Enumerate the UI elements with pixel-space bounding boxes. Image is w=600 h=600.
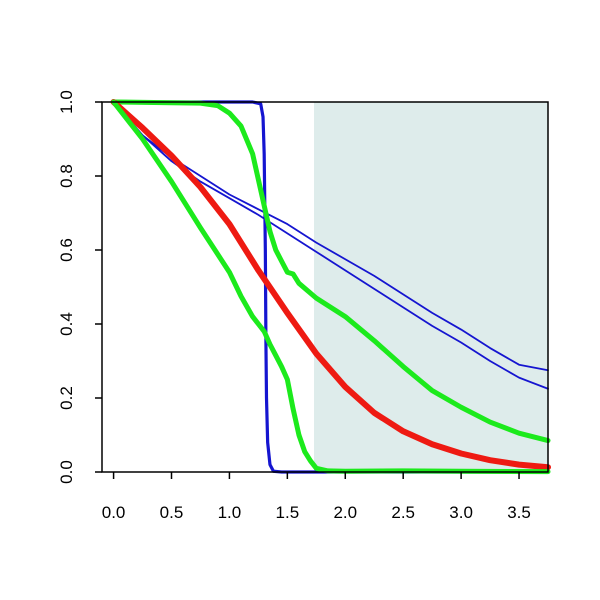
- plot-frame: [101, 101, 549, 473]
- series-line-5: [110, 99, 551, 471]
- x-tick-label: 2.5: [391, 503, 415, 522]
- x-tick-label: 3.5: [507, 503, 531, 522]
- x-tick-label: 3.0: [449, 503, 473, 522]
- series-layer: [110, 99, 551, 475]
- y-tick-label: 0.6: [57, 238, 76, 262]
- y-tick-label: 0.8: [57, 164, 76, 188]
- x-axis: 0.0 0.5 1.0 1.5 2.0 2.5 3.0 3.5: [102, 472, 531, 522]
- series-line-6: [111, 99, 551, 475]
- y-tick-label: 0.0: [57, 460, 76, 484]
- x-tick-label: 1.0: [218, 503, 242, 522]
- x-tick-label: 2.0: [333, 503, 357, 522]
- shaded-region: [313, 102, 548, 472]
- y-axis: 0.0 0.2 0.4 0.6 0.8 1.0: [57, 90, 102, 484]
- y-tick-label: 1.0: [57, 90, 76, 114]
- series-line-1: [112, 101, 549, 372]
- x-tick-label: 1.5: [276, 503, 300, 522]
- x-tick-label: 0.5: [160, 503, 184, 522]
- y-tick-label: 0.4: [57, 312, 76, 336]
- y-tick-label: 0.2: [57, 386, 76, 410]
- series-line-4: [111, 99, 551, 444]
- x-tick-label: 0.0: [102, 503, 126, 522]
